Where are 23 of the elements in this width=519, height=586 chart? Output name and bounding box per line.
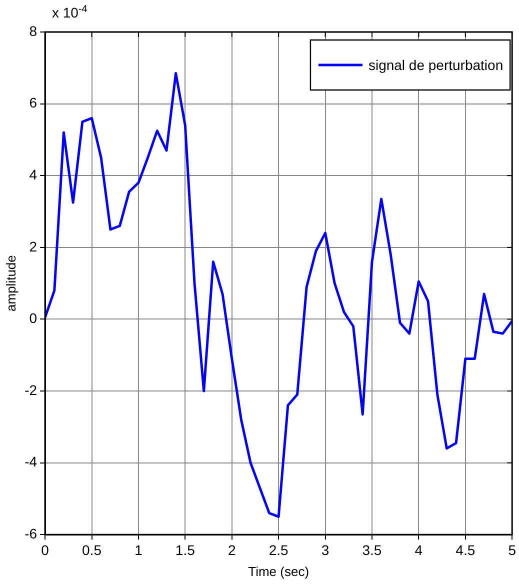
x-tick-label: 5 [508,542,516,558]
y-tick-label: 2 [29,238,38,254]
y-tick-label: -4 [24,454,38,470]
x-tick-label: 0 [41,542,50,558]
y-tick-label: 8 [29,22,38,39]
text: x 10$^{-4}$ [52,4,88,21]
y-tick-label: 0 [29,310,38,326]
x-tick-label: 2.5 [268,542,289,558]
y-tick-label: -2 [24,382,38,398]
x-tick-label: 4.5 [456,542,476,558]
y-tick-label: 4 [29,166,38,182]
x-tick-label: 2 [228,542,236,558]
x-tick-label: 3.5 [362,542,382,558]
x-tick-label: 4 [414,542,423,558]
x-axis-title: Time (sec) [248,564,310,579]
legend-label: signal de perturbation [368,56,504,73]
y-tick-label: 6 [29,94,38,111]
x-tick-label: 1.5 [175,542,196,558]
x-tick-label: 3 [321,542,330,558]
x-tick-label: 0.5 [82,542,102,558]
y-tick-label: -6 [24,525,38,542]
y-axis-title: amplitude [3,255,18,312]
x-tick-label: 1 [134,542,143,558]
